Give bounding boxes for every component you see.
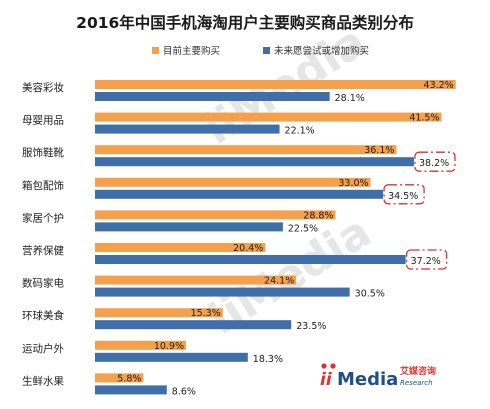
- data-label: 22.5%: [288, 223, 318, 234]
- data-label: 28.8%: [303, 210, 333, 221]
- legend-label: 目前主要购买: [163, 45, 220, 57]
- category-label: 服饰鞋靴: [22, 146, 64, 159]
- data-label: 22.1%: [285, 126, 315, 137]
- data-label: 30.5%: [355, 289, 385, 300]
- bar: [95, 189, 384, 199]
- bar: [95, 157, 414, 167]
- category-label: 母婴用品: [22, 115, 64, 127]
- logo-cn: 艾媒咨询: [400, 365, 436, 377]
- data-label: 38.2%: [419, 158, 449, 169]
- data-label: 37.2%: [411, 256, 441, 267]
- data-label: 8.6%: [172, 386, 196, 397]
- data-label: 20.4%: [233, 243, 263, 254]
- bar: [95, 287, 350, 297]
- bar: [95, 124, 280, 134]
- bar: [95, 210, 336, 220]
- category-label: 生鲜水果: [22, 374, 64, 387]
- bar: [95, 80, 456, 89]
- highlight-box: [405, 249, 448, 270]
- logo-name: Media: [337, 369, 398, 390]
- category-label: 数码家电: [22, 277, 64, 290]
- legend-swatch: [263, 47, 270, 54]
- bar: [95, 385, 167, 395]
- bar: [95, 320, 292, 330]
- bar: [95, 177, 371, 187]
- logo-en: Research: [400, 379, 433, 387]
- legend-swatch: [152, 47, 159, 54]
- iimedia-logo: ii Media 艾媒咨询 Research: [320, 363, 436, 390]
- data-label: 24.1%: [264, 276, 294, 287]
- bar: [95, 92, 330, 101]
- highlight-box: [414, 151, 456, 172]
- bar: [95, 222, 283, 232]
- bar: [95, 308, 223, 318]
- data-label: 36.1%: [364, 145, 394, 156]
- chart-title: 2016年中国手机海淘用户主要购买商品类别分布: [76, 13, 414, 32]
- data-label: 18.3%: [253, 354, 283, 365]
- logo-dot: [330, 363, 336, 369]
- data-label: 5.8%: [117, 373, 141, 384]
- bars: 美容彩妆 43.2% 28.1% 母婴用品 41.5% 22.1% 服饰鞋靴 36.1% 38.…: [22, 80, 456, 397]
- legend-label: 未来愿尝试或增加购买: [274, 45, 369, 57]
- data-label: 41.5%: [409, 113, 439, 124]
- category-label: 营养保健: [22, 244, 64, 257]
- category-label: 运动户外: [22, 342, 64, 355]
- data-label: 34.5%: [388, 191, 418, 202]
- logo-dot: [321, 363, 327, 369]
- data-label: 28.1%: [335, 93, 365, 104]
- category-label: 美容彩妆: [22, 81, 64, 94]
- legend: 目前主要购买 未来愿尝试或增加购买: [152, 45, 369, 57]
- data-label: 33.0%: [338, 178, 368, 189]
- bar: [95, 243, 266, 252]
- bar: [95, 340, 187, 350]
- bar: [95, 145, 397, 155]
- bar: [95, 275, 297, 285]
- bar: [95, 352, 248, 362]
- bar: [95, 373, 144, 383]
- data-label: 10.9%: [154, 341, 184, 352]
- data-label: 15.3%: [191, 308, 221, 319]
- data-label: 23.5%: [296, 321, 326, 332]
- category-label: 环球美食: [22, 309, 64, 322]
- bar: [95, 112, 442, 122]
- bar: [95, 255, 406, 264]
- logo-mark: ii: [320, 370, 333, 390]
- category-label: 家居个护: [22, 211, 64, 224]
- data-label: 43.2%: [424, 80, 454, 91]
- category-label: 箱包配饰: [22, 179, 64, 192]
- highlight-box: [383, 184, 425, 205]
